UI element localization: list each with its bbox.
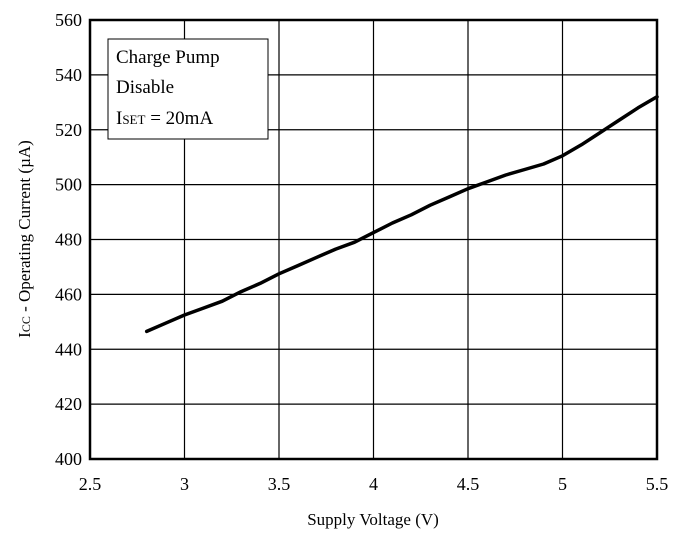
y-tick-label: 480 (55, 230, 82, 250)
legend-line-2: Disable (116, 77, 174, 98)
grid (89, 19, 658, 460)
x-tick-label: 3 (180, 474, 189, 494)
x-tick-label: 4.5 (457, 474, 480, 494)
legend-iset-main: I (116, 108, 122, 129)
y-tick-label: 540 (55, 65, 82, 85)
plot-frame (88, 18, 659, 461)
tick-labels: 2.5 3 3.5 4 4.5 5 5.5 400 420 440 460 480 500 520 540 5… (55, 10, 668, 494)
y-axis-title: ICC - Operating Current (µA) (15, 140, 34, 338)
legend-line-1: Charge Pump (116, 47, 220, 68)
legend-box: Charge Pump Disable ISET = 20mA (107, 38, 269, 140)
x-tick-label: 2.5 (79, 474, 102, 494)
y-tick-label: 520 (55, 120, 82, 140)
legend-iset-sub: SET (122, 112, 145, 127)
series-layer (144, 95, 659, 334)
x-tick-label: 5.5 (646, 474, 669, 494)
y-tick-label: 440 (55, 339, 82, 359)
x-tick-label: 5 (558, 474, 567, 494)
y-tick-label: 420 (55, 394, 82, 414)
series-line (144, 95, 659, 334)
y-axis-title-sub: CC (19, 316, 33, 332)
x-axis-title: Supply Voltage (V) (307, 510, 439, 529)
y-tick-label: 500 (55, 175, 82, 195)
y-tick-label: 460 (55, 284, 82, 304)
y-tick-label: 400 (55, 449, 82, 469)
x-tick-label: 4 (369, 474, 378, 494)
legend-line-iset: ISET = 20mA (116, 108, 213, 129)
y-tick-label: 560 (55, 10, 82, 30)
x-tick-label: 3.5 (268, 474, 291, 494)
y-axis-title-rest: - Operating Current (µA) (15, 140, 34, 316)
legend-iset-rest: = 20mA (145, 108, 213, 129)
y-axis-title-main: I (15, 332, 34, 338)
